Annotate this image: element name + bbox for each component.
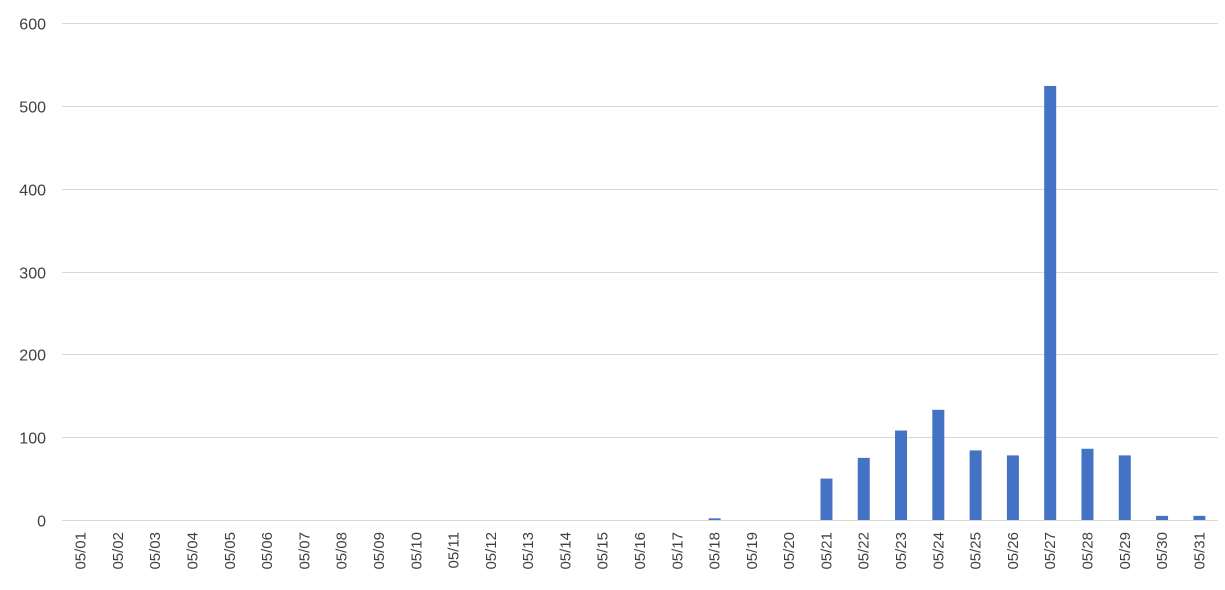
bar [1118,455,1131,520]
bar [1193,515,1206,520]
bar [708,518,721,520]
x-tick-label: 05/19 [744,532,761,570]
x-tick-label: 05/10 [408,532,425,570]
x-tick-label: 05/31 [1191,532,1208,570]
bar [857,457,870,520]
x-tick-label: 05/06 [259,532,276,570]
x-tick-label: 05/27 [1042,532,1059,570]
y-tick-label: 100 [19,431,46,448]
y-tick-label: 300 [19,266,46,283]
x-tick-label: 05/23 [893,532,910,570]
x-tick-label: 05/04 [185,532,202,570]
x-tick-label: 05/12 [483,532,500,570]
x-tick-label: 05/17 [669,532,686,570]
bar [1156,515,1169,520]
y-axis: 0 100 200 300 400 500 600 [19,17,46,531]
x-tick-label: 05/20 [781,532,798,570]
gridlines [62,23,1218,438]
x-tick-label: 05/25 [968,532,985,570]
x-tick-label: 05/24 [930,532,947,570]
x-tick-label: 05/16 [632,532,649,570]
x-tick-label: 05/29 [1117,532,1134,570]
x-tick-label: 05/26 [1005,532,1022,570]
y-tick-label: 200 [19,348,46,365]
x-tick-label: 05/01 [73,532,90,570]
x-tick-label: 05/28 [1079,532,1096,570]
bars [708,85,1206,520]
x-tick-label: 05/30 [1154,532,1171,570]
bar [895,430,908,520]
x-tick-label: 05/22 [856,532,873,570]
x-tick-label: 05/05 [222,532,239,570]
y-tick-label: 600 [19,17,46,34]
x-axis: 05/01 05/02 05/03 05/04 05/05 05/06 05/07 05/08… [62,520,1218,570]
y-tick-label: 0 [37,514,46,531]
x-tick-label: 05/18 [707,532,724,570]
x-tick-label: 05/02 [110,532,127,570]
x-tick-label: 05/03 [147,532,164,570]
y-tick-label: 400 [19,183,46,200]
x-tick-label: 05/15 [595,532,612,570]
x-tick-label: 05/13 [520,532,537,570]
x-tick-label: 05/14 [557,532,574,570]
x-tick-label: 05/08 [334,532,351,570]
y-tick-label: 500 [19,100,46,117]
bar [820,478,833,520]
bar [932,409,945,520]
x-tick-label: 05/07 [296,532,313,570]
x-tick-label: 05/11 [446,532,463,568]
bar [1081,448,1094,520]
x-tick-label: 05/09 [371,532,388,570]
bar [1006,455,1019,520]
bar [1044,85,1057,520]
bar [969,450,982,520]
x-tick-label: 05/21 [818,532,835,570]
